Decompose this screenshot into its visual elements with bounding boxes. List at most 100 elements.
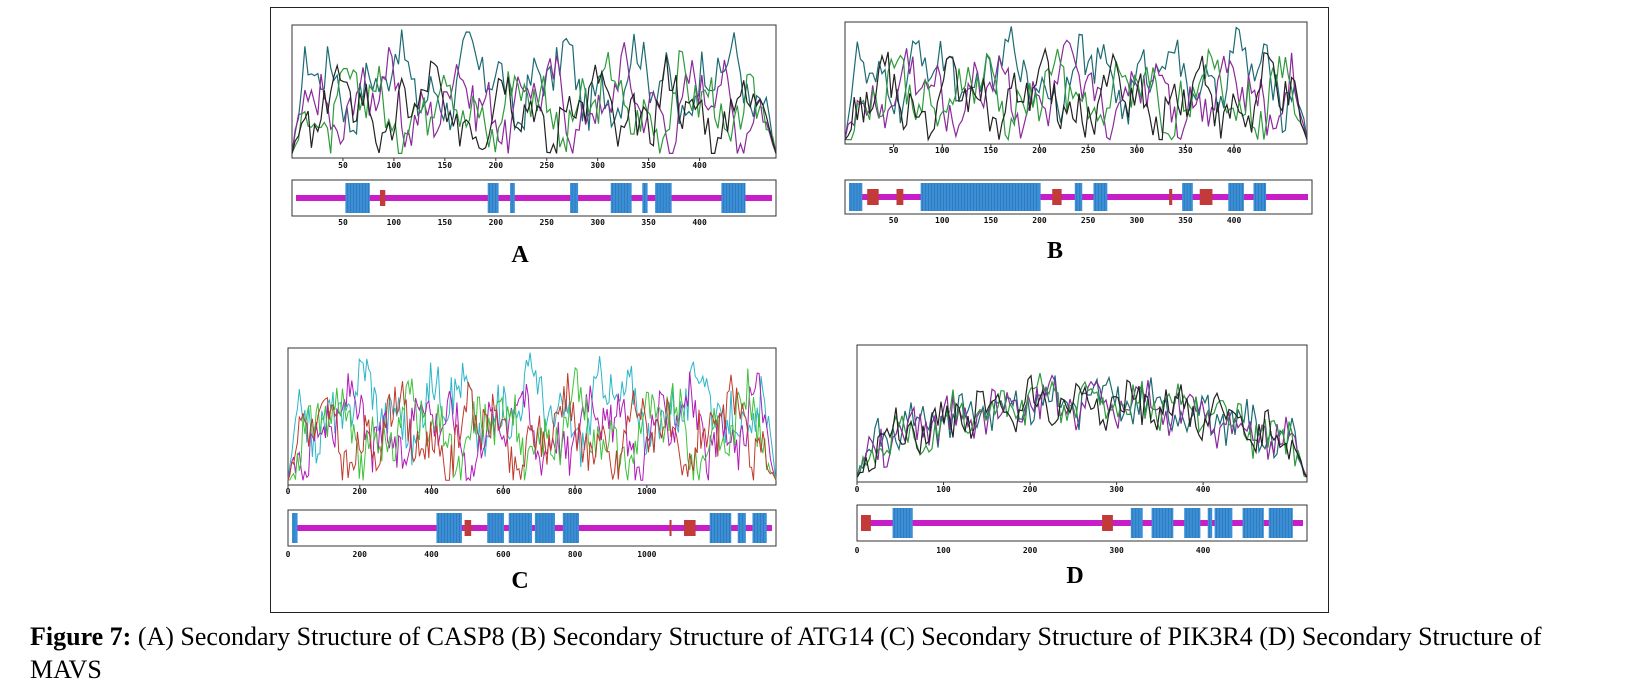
- bar-tick-label: 350: [641, 218, 656, 227]
- profile-series-line: [844, 46, 1308, 142]
- profile-series-line: [844, 39, 1308, 141]
- bar-tick-label: 300: [1109, 546, 1124, 555]
- strand-segment: [861, 515, 871, 531]
- bar-tick-label: 0: [855, 546, 860, 555]
- bar-tick-label: 50: [338, 218, 348, 227]
- bar-tick-label: 200: [489, 218, 504, 227]
- bar-tick-label: 300: [590, 218, 605, 227]
- plot-tick-label: 50: [889, 146, 899, 155]
- bar-tick-label: 50: [889, 216, 899, 225]
- helix-segment: [1074, 183, 1083, 211]
- coil-segment: [296, 195, 772, 201]
- profile-plot-frame: [844, 21, 1308, 145]
- strand-segment: [1052, 189, 1062, 205]
- strand-segment: [464, 520, 472, 536]
- profile-series-line: [291, 49, 777, 154]
- profile-series-line: [291, 54, 777, 154]
- plot-tick-label: 400: [1196, 485, 1211, 494]
- bar-tick-label: 200: [1023, 546, 1038, 555]
- helix-segment: [510, 183, 515, 213]
- profile-series-line: [287, 352, 777, 481]
- helix-segment: [345, 183, 370, 213]
- panel-a: 50 100 150 200 250 300 350 400 50 100 150 200 250 300…: [291, 24, 777, 268]
- caption-label: Figure 7:: [30, 622, 132, 651]
- plot-tick-label: 250: [1081, 146, 1096, 155]
- bar-tick-label: 200: [353, 550, 368, 559]
- bar-tick-label: 400: [1196, 546, 1211, 555]
- plot-tick-label: 50: [338, 161, 348, 170]
- bar-tick-label: 1000: [637, 550, 656, 559]
- bar-tick-label: 250: [1081, 216, 1096, 225]
- bar-tick-label: 400: [424, 550, 439, 559]
- plot-tick-label: 200: [1032, 146, 1047, 155]
- helix-segment: [1242, 508, 1264, 538]
- bar-tick-label: 100: [935, 216, 950, 225]
- strand-segment: [867, 189, 879, 205]
- plot-tick-label: 300: [590, 161, 605, 170]
- helix-segment: [1268, 508, 1293, 538]
- strand-segment: [896, 189, 904, 205]
- strand-segment: [669, 520, 672, 536]
- plot-tick-label: 350: [641, 161, 656, 170]
- helix-segment: [849, 183, 863, 211]
- plot-tick-label: 300: [1109, 485, 1124, 494]
- bar-tick-label: 400: [1227, 216, 1242, 225]
- helix-segment: [570, 183, 579, 213]
- bar-tick-label: 600: [496, 550, 511, 559]
- plot-tick-label: 0: [286, 487, 291, 496]
- strand-segment: [1169, 189, 1173, 205]
- strand-segment: [380, 190, 386, 206]
- panel-label-b: B: [1047, 238, 1063, 264]
- bar-tick-label: 250: [540, 218, 555, 227]
- helix-segment: [292, 513, 298, 543]
- bar-tick-label: 0: [286, 550, 291, 559]
- bar-tick-label: 150: [438, 218, 453, 227]
- profile-series-line: [856, 374, 1308, 478]
- plot-tick-label: 600: [496, 487, 511, 496]
- bar-tick-label: 350: [1178, 216, 1193, 225]
- helix-segment: [721, 183, 746, 213]
- caption-text: (A) Secondary Structure of CASP8 (B) Sec…: [30, 622, 1542, 684]
- bar-tick-label: 300: [1130, 216, 1145, 225]
- helix-segment: [737, 513, 746, 543]
- panel-label-d: D: [1066, 563, 1083, 589]
- panel-c: 0 200 400 600 800 1000 0 200 400 600 800 1000 C: [286, 347, 777, 594]
- helix-segment: [1182, 183, 1193, 211]
- helix-segment: [487, 183, 499, 213]
- plot-tick-label: 400: [692, 161, 707, 170]
- plot-tick-label: 200: [353, 487, 368, 496]
- helix-segment: [508, 513, 533, 543]
- helix-segment: [642, 183, 648, 213]
- plot-tick-label: 150: [984, 146, 999, 155]
- panel-label-a: A: [511, 242, 529, 268]
- plot-tick-label: 400: [1227, 146, 1242, 155]
- helix-segment: [1130, 508, 1143, 538]
- profile-series-line: [856, 372, 1308, 478]
- helix-segment: [487, 513, 504, 543]
- helix-segment: [1214, 508, 1233, 538]
- plot-tick-label: 300: [1130, 146, 1145, 155]
- profile-series-line: [291, 42, 777, 154]
- profile-series-line: [287, 372, 777, 481]
- bar-tick-label: 100: [936, 546, 951, 555]
- strand-segment: [1199, 189, 1213, 205]
- plot-tick-label: 1000: [637, 487, 656, 496]
- panel-label-c: C: [511, 568, 528, 594]
- helix-segment: [436, 513, 462, 543]
- strand-segment: [683, 520, 696, 536]
- profile-series-line: [856, 374, 1308, 478]
- coil-segment: [861, 520, 1303, 526]
- strand-segment: [1102, 515, 1113, 531]
- plot-tick-label: 400: [424, 487, 439, 496]
- helix-segment: [610, 183, 632, 213]
- plot-tick-label: 100: [935, 146, 950, 155]
- bar-tick-label: 100: [387, 218, 402, 227]
- helix-segment: [1093, 183, 1108, 211]
- plot-tick-label: 250: [540, 161, 555, 170]
- plot-tick-label: 200: [1023, 485, 1038, 494]
- plot-tick-label: 0: [855, 485, 860, 494]
- panel-b: 50 100 150 200 250 300 350 400 50 100 150 200 250 300…: [844, 21, 1313, 264]
- figure-panels: 50 100 150 200 250 300 350 400 50 100 150 200 250 300…: [286, 21, 1313, 594]
- bar-tick-label: 150: [984, 216, 999, 225]
- plot-tick-label: 800: [568, 487, 583, 496]
